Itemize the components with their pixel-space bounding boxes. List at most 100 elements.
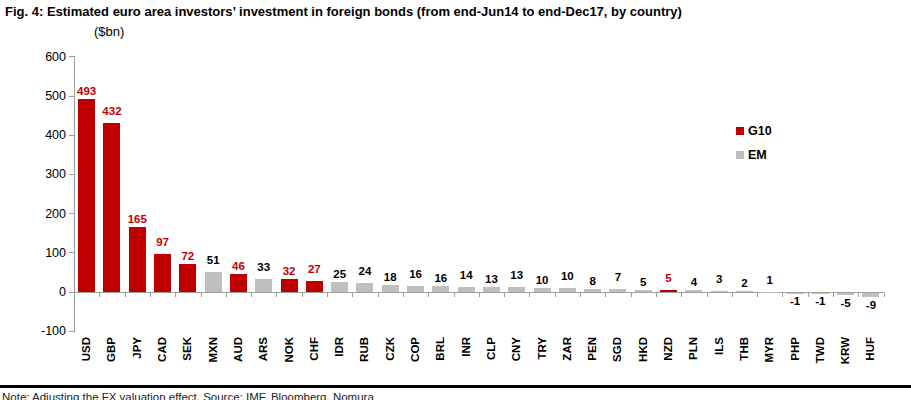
x-label-MXN: MXN xyxy=(206,337,221,381)
x-label-MYR: MYR xyxy=(762,337,777,381)
y-tick-label--100: -100 xyxy=(18,323,66,339)
x-label-PEN: PEN xyxy=(585,337,600,381)
x-tick-25 xyxy=(707,293,708,297)
bar-INR xyxy=(458,287,475,292)
x-label-PHP: PHP xyxy=(788,337,803,381)
x-tick-5 xyxy=(201,293,202,297)
y-tick-label-100: 100 xyxy=(18,245,66,261)
bar-HKD xyxy=(635,290,652,292)
x-tick-19 xyxy=(555,293,556,297)
bar-IDR xyxy=(331,282,348,292)
x-tick-16 xyxy=(479,293,480,297)
x-label-BRL: BRL xyxy=(433,337,448,381)
x-label-USD: USD xyxy=(79,337,94,381)
bar-BRL xyxy=(432,286,449,292)
x-tick-13 xyxy=(403,293,404,297)
source-note: Note: Adjusting the FX valuation effect.… xyxy=(2,391,902,400)
bottom-divider xyxy=(0,385,911,388)
bar-TRY xyxy=(534,288,551,292)
figure-4-chart: Fig. 4: Estimated euro area investors’ i… xyxy=(0,0,911,400)
x-label-ILS: ILS xyxy=(712,337,727,381)
y-tick-600 xyxy=(69,56,75,57)
x-label-GBP: GBP xyxy=(104,337,119,381)
em-swatch-icon xyxy=(736,151,744,159)
x-tick-23 xyxy=(656,293,657,297)
x-label-JPY: JPY xyxy=(130,337,145,381)
x-label-SEK: SEK xyxy=(180,337,195,381)
y-axis-line xyxy=(74,57,75,331)
x-tick-10 xyxy=(327,293,328,297)
x-label-THB: THB xyxy=(737,337,752,381)
y-tick-label-500: 500 xyxy=(18,88,66,104)
x-tick-32 xyxy=(884,293,885,297)
figure-title: Fig. 4: Estimated euro area investors’ i… xyxy=(5,4,905,19)
x-tick-20 xyxy=(580,293,581,297)
x-label-TRY: TRY xyxy=(535,337,550,381)
bar-KRW xyxy=(837,293,854,295)
y-tick-label-400: 400 xyxy=(18,127,66,143)
x-tick-14 xyxy=(428,293,429,297)
value-label-GBP: 432 xyxy=(95,105,129,117)
y-tick-100 xyxy=(69,252,75,253)
bar-PEN xyxy=(584,289,601,292)
bar-PLN xyxy=(685,290,702,292)
bar-ZAR xyxy=(559,288,576,292)
bar-CHF xyxy=(306,281,323,292)
x-tick-27 xyxy=(757,293,758,297)
value-label-CAD: 97 xyxy=(146,236,180,248)
bar-RUB xyxy=(356,283,373,292)
x-tick-2 xyxy=(125,293,126,297)
chart-legend: G10 EM xyxy=(736,123,772,171)
bar-CAD xyxy=(154,254,171,292)
value-label-JPY: 165 xyxy=(120,213,154,225)
x-label-NZD: NZD xyxy=(661,337,676,381)
x-tick-12 xyxy=(378,293,379,297)
x-tick-8 xyxy=(276,293,277,297)
x-label-ARS: ARS xyxy=(256,337,271,381)
bar-TWD xyxy=(812,293,829,294)
g10-swatch-icon xyxy=(736,127,744,135)
x-label-SGD: SGD xyxy=(610,337,625,381)
x-tick-22 xyxy=(631,293,632,297)
bar-CNY xyxy=(508,287,525,292)
x-label-RUB: RUB xyxy=(357,337,372,381)
x-tick-4 xyxy=(175,293,176,297)
y-tick-label-200: 200 xyxy=(18,206,66,222)
x-tick-9 xyxy=(302,293,303,297)
bar-MXN xyxy=(205,272,222,292)
x-label-CLP: CLP xyxy=(484,337,499,381)
x-label-CHF: CHF xyxy=(307,337,322,381)
value-label-USD: 493 xyxy=(70,85,104,97)
bar-USD xyxy=(78,99,95,292)
legend-label-g10: G10 xyxy=(748,124,772,138)
y-tick-label-0: 0 xyxy=(18,284,66,300)
x-label-ZAR: ZAR xyxy=(560,337,575,381)
x-tick-7 xyxy=(251,293,252,297)
y-tick-300 xyxy=(69,174,75,175)
x-tick-11 xyxy=(352,293,353,297)
bar-MYR xyxy=(761,292,778,293)
x-tick-18 xyxy=(529,293,530,297)
bar-AUD xyxy=(230,274,247,292)
value-label-HUF: -9 xyxy=(854,299,888,311)
y-tick-label-600: 600 xyxy=(18,49,66,65)
x-label-CZK: CZK xyxy=(383,337,398,381)
y-tick-200 xyxy=(69,213,75,214)
bar-SGD xyxy=(609,289,626,292)
x-label-NOK: NOK xyxy=(282,337,297,381)
legend-item-em: EM xyxy=(736,147,772,162)
y-tick-label-300: 300 xyxy=(18,166,66,182)
bar-COP xyxy=(407,286,424,292)
bar-ILS xyxy=(711,291,728,292)
bar-GBP xyxy=(103,123,120,292)
x-label-IDR: IDR xyxy=(332,337,347,381)
y-tick--100 xyxy=(69,331,75,332)
value-label-MYR: 1 xyxy=(753,274,787,286)
x-label-HKD: HKD xyxy=(636,337,651,381)
legend-item-g10: G10 xyxy=(736,123,772,138)
x-tick-21 xyxy=(605,293,606,297)
x-label-TWD: TWD xyxy=(813,337,828,381)
x-label-CAD: CAD xyxy=(155,337,170,381)
x-tick-0 xyxy=(74,293,75,297)
x-label-COP: COP xyxy=(408,337,423,381)
